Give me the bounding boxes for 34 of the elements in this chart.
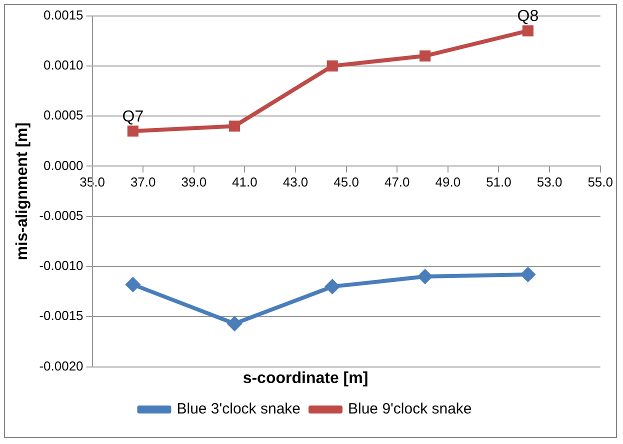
x-tick-label: 55.0 <box>588 174 614 190</box>
x-tick-label: 47.0 <box>384 174 410 190</box>
y-tick-label: 0.0005 <box>44 108 84 123</box>
x-tick-label: 45.0 <box>334 174 359 190</box>
point <box>126 278 140 292</box>
y-tick-label: 0.0010 <box>44 58 84 73</box>
annotation: Q8 <box>517 8 539 26</box>
legend-label: Blue 3'clock snake <box>176 400 300 418</box>
x-tick-label: 49.0 <box>435 174 461 190</box>
point <box>228 316 242 331</box>
y-tick-label: 0.0015 <box>44 7 84 22</box>
annotation: Q7 <box>122 108 144 126</box>
x-tick-label: 53.0 <box>536 174 562 190</box>
y-tick-label: -0.0005 <box>39 208 84 223</box>
point <box>522 25 534 36</box>
x-tick-label: 39.0 <box>181 174 207 190</box>
point <box>229 120 240 132</box>
point <box>520 268 535 282</box>
x-tick-label: 41.0 <box>232 174 258 190</box>
y-tick-label: -0.0020 <box>39 358 84 374</box>
x-axis-title: s-coordinate [m] <box>242 370 368 388</box>
y-tick-label: -0.0010 <box>39 258 84 274</box>
point <box>420 50 431 62</box>
x-tick-label: 51.0 <box>486 174 512 190</box>
legend-label: Blue 9'clock snake <box>348 400 472 418</box>
y-tick-label: -0.0015 <box>39 308 84 324</box>
y-tick-label: 0.0000 <box>44 158 84 173</box>
point <box>127 126 138 137</box>
y-axis-title: mis-alignment [m] <box>14 122 32 260</box>
point <box>326 60 338 72</box>
x-tick-label: 37.0 <box>130 174 156 190</box>
point <box>418 270 432 284</box>
point <box>325 280 340 294</box>
x-tick-label: 43.0 <box>282 174 308 190</box>
